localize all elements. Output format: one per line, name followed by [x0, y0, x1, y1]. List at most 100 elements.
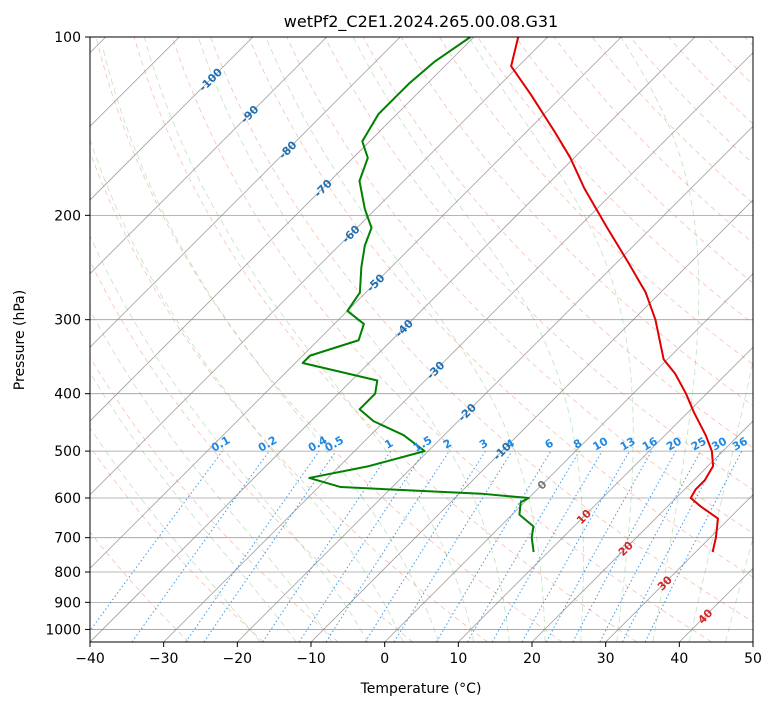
y-tick-label: 400	[54, 387, 81, 403]
mixing-ratio-line	[521, 450, 630, 642]
dry-adiabat-line	[90, 259, 414, 642]
dry-adiabat-line	[133, 37, 638, 642]
y-axis-label: Pressure (hPa)	[12, 290, 28, 390]
isotherm-line	[90, 37, 254, 201]
moist-adiabat-line	[352, 37, 584, 642]
isotherm-line	[310, 199, 753, 642]
mixing-ratio-line	[644, 450, 743, 642]
y-tick-label: 900	[54, 595, 81, 611]
mixing-ratio-label: 13	[618, 435, 638, 454]
temperature-profile-line	[510, 37, 720, 553]
dry-adiabat-line	[553, 37, 753, 244]
mixing-ratio-line	[185, 450, 320, 642]
moist-adiabat-line	[620, 37, 700, 642]
mixing-ratio-label: 3	[477, 437, 490, 452]
isotherm-label: -40	[393, 317, 416, 340]
x-tick-label: 20	[523, 651, 541, 667]
moist-adiabat-line	[725, 537, 753, 642]
y-tick-label: 200	[54, 208, 81, 224]
y-tick-label: 300	[54, 313, 81, 329]
mixing-ratio-label: 20	[664, 434, 684, 453]
mixing-ratio-line	[262, 450, 392, 642]
mixing-ratio-label: 16	[640, 434, 660, 453]
mixing-ratio-line	[467, 450, 580, 642]
isotherm-line	[237, 125, 753, 642]
mixing-ratio-line	[545, 450, 653, 642]
moist-adiabat-line	[90, 371, 297, 642]
mixing-ratio-line	[599, 450, 701, 642]
mixing-ratio-label: 10	[590, 434, 610, 453]
dry-adiabat-line	[90, 356, 339, 642]
isotherm-line	[90, 37, 696, 642]
chart-title: wetPf2_C2E1.2024.265.00.08.G31	[284, 12, 558, 32]
moist-adiabat-line	[90, 234, 369, 642]
dry-adiabat-line	[90, 150, 488, 642]
y-tick-label: 1000	[45, 622, 81, 638]
chart-axes: −40 −30 −20 −10 0 10 20 30 40 5010020030040050060…	[45, 30, 762, 667]
dry-adiabat-line	[668, 37, 753, 125]
moist-adiabat-line	[102, 49, 439, 642]
isotherm-line	[90, 37, 548, 496]
mixing-ratio-line	[131, 450, 270, 642]
mixing-ratio-line	[325, 450, 450, 642]
isotherm-line	[605, 494, 753, 642]
isotherm-label: 0	[535, 478, 550, 493]
isotherm-line	[752, 641, 753, 642]
mixing-ratio-label: 36	[730, 434, 750, 453]
mixing-ratio-label: 2	[441, 437, 454, 452]
x-axis-label: Temperature (°C)	[360, 681, 482, 697]
x-tick-label: −30	[149, 651, 179, 667]
dry-adiabat-line	[706, 37, 753, 86]
isotherm-label: -90	[238, 103, 261, 126]
isotherm-label: -100	[196, 65, 225, 94]
dry-adiabat-line	[439, 37, 753, 365]
isotherm-line	[163, 52, 753, 642]
dewpoint-profile-line	[301, 37, 535, 553]
x-tick-label: −20	[223, 651, 253, 667]
dry-adiabat-line	[515, 37, 753, 284]
mixing-ratio-line	[364, 450, 486, 642]
isotherm-label: -20	[456, 401, 479, 424]
dry-adiabat-line	[248, 37, 753, 578]
y-tick-label: 800	[54, 565, 81, 581]
isotherm-line	[384, 273, 753, 642]
isotherm-label: -60	[339, 222, 362, 245]
moist-adiabat-line	[265, 37, 546, 642]
x-tick-label: 40	[670, 651, 688, 667]
isotherm-line	[90, 37, 401, 348]
moist-adiabat-line	[90, 309, 333, 642]
moist-adiabat-line	[90, 138, 404, 642]
x-tick-label: −10	[296, 651, 326, 667]
x-tick-label: 50	[744, 651, 762, 667]
dry-adiabat-line	[90, 531, 190, 642]
x-tick-label: −40	[75, 651, 105, 667]
dry-adiabat-line	[90, 445, 264, 642]
mixing-ratio-line	[298, 450, 425, 642]
y-tick-label: 500	[54, 444, 81, 460]
isotherm-line	[679, 567, 753, 642]
isotherm-line	[531, 420, 753, 642]
dry-adiabat-line	[400, 37, 753, 407]
chart-series	[301, 37, 720, 553]
moist-adiabat-line	[90, 427, 261, 642]
isotherm-label: 20	[616, 539, 636, 559]
dry-adiabat-line	[95, 37, 563, 642]
isotherm-label: -70	[312, 177, 335, 200]
isotherm-line	[90, 37, 622, 569]
mixing-ratio-line	[90, 450, 223, 632]
chart-labels: 0.1 0.2 0.40.5 1 1.5 2 3 4 6 8 10 13 16 20 25 30 36-100-…	[196, 65, 750, 626]
moist-adiabat-line	[143, 37, 475, 642]
isotherm-label: -30	[424, 359, 447, 382]
isotherm-line	[458, 346, 753, 642]
isotherm-label: 40	[695, 606, 715, 626]
mixing-ratio-line	[572, 450, 677, 642]
x-tick-label: 0	[380, 651, 389, 667]
moist-adiabat-line	[688, 359, 753, 642]
y-tick-label: 100	[54, 30, 81, 46]
isotherm-label: -80	[276, 138, 299, 161]
isotherm-label: -50	[364, 271, 387, 294]
x-tick-label: 30	[597, 651, 615, 667]
y-tick-label: 700	[54, 531, 81, 547]
isotherm-label: 10	[574, 507, 594, 527]
x-tick-label: 10	[449, 651, 467, 667]
